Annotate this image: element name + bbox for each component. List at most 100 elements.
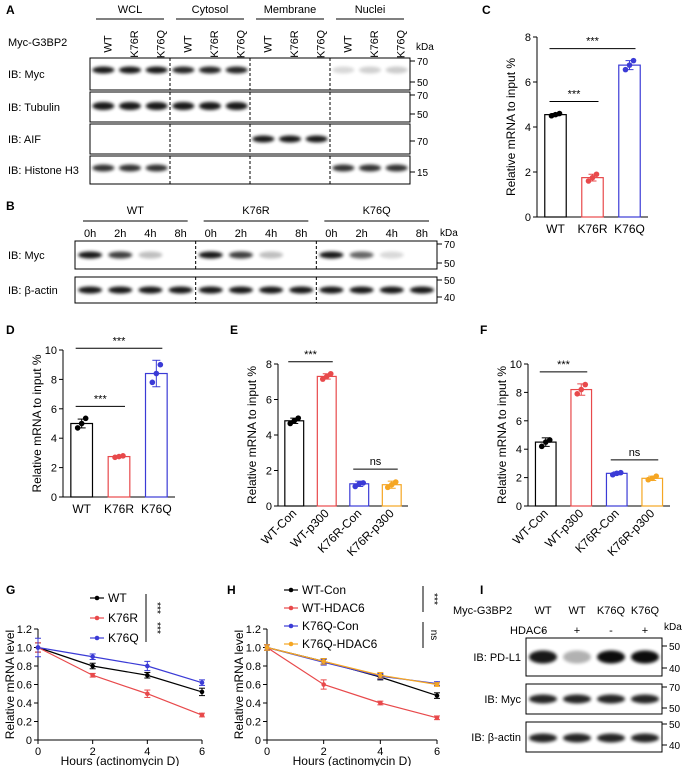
x-axis-label: Hours (actinomycin D) [61, 754, 180, 766]
significance-label: *** [113, 335, 127, 347]
data-point [157, 361, 164, 368]
row-header: Myc-G3BP2 [453, 605, 512, 617]
band [597, 733, 625, 743]
y-tick-label: 0.4 [17, 698, 32, 710]
legend-entry: WT-Con [302, 583, 346, 597]
band [289, 286, 314, 294]
data-point [384, 484, 391, 491]
significance-label: ns [370, 456, 382, 468]
legend-marker [94, 615, 100, 621]
band [108, 251, 133, 259]
data-point [149, 379, 156, 386]
band [631, 650, 659, 664]
data-point [199, 689, 205, 695]
data-point [321, 659, 326, 664]
band [172, 102, 195, 110]
lane-label: WT [182, 35, 194, 52]
band [78, 286, 103, 294]
data-point [378, 700, 383, 706]
band [145, 66, 168, 74]
time-label: 0h [84, 228, 96, 240]
chart-label: F [480, 323, 487, 337]
data-point [199, 712, 205, 718]
time-label: 2h [114, 228, 126, 240]
time-label: 8h [174, 228, 186, 240]
data-point [352, 483, 359, 490]
lane-label: K76Q [396, 29, 408, 58]
data-point [585, 178, 592, 184]
blot-label: IB: AIF [8, 134, 41, 146]
category-label: K76Q [614, 222, 645, 236]
blot-0: IB: PD-L1 50 40 [473, 637, 681, 677]
panel-a: A WCL WT K76R K76Q Cytosol WT K76R K76Q Membrane W… [6, 3, 434, 185]
band [228, 251, 253, 259]
marker-label: 50 [669, 642, 681, 653]
band [332, 66, 355, 74]
marker-label: 40 [669, 664, 681, 675]
blot-2: IB: β-actin 50 40 [471, 720, 681, 753]
legend-entry: WT-HDAC6 [302, 601, 365, 615]
time-label: 0h [325, 228, 337, 240]
data-point [434, 715, 440, 721]
time-label: 2h [235, 228, 247, 240]
lane-label: K76R [369, 30, 381, 58]
data-point [120, 453, 126, 459]
significance-label: *** [557, 359, 571, 371]
blot-label: IB: Myc [8, 69, 45, 81]
time-label: 0h [205, 228, 217, 240]
y-tick-label: 1.2 [246, 624, 261, 636]
time-label: 4h [265, 228, 277, 240]
legend-marker [288, 641, 294, 647]
band [279, 135, 301, 143]
significance-label: *** [428, 593, 439, 605]
lane-label: WT [262, 35, 274, 52]
significance-label: *** [304, 349, 318, 361]
y-tick-label: 0 [516, 501, 522, 513]
panel-a-label: A [6, 3, 15, 17]
band [529, 694, 557, 704]
data-point [78, 420, 85, 427]
y-axis-label: Relative mRNA level [3, 630, 17, 739]
group-label: WT [127, 205, 144, 217]
y-tick-label: 2 [516, 473, 522, 485]
band [225, 66, 248, 74]
data-point [321, 682, 326, 687]
y-axis-label: Relative mRNA to input % [495, 366, 509, 504]
x-tick-label: 4 [377, 746, 383, 758]
blot-label: IB: Myc [484, 694, 521, 706]
band [199, 102, 221, 110]
blot-label: IB: Histone H3 [8, 165, 79, 177]
data-point [653, 473, 660, 479]
legend-marker [94, 635, 100, 641]
y-tick-label: 8 [525, 32, 531, 44]
legend-marker [288, 605, 294, 611]
y-tick-label: 6 [525, 77, 531, 89]
chart-label: C [482, 3, 491, 17]
hdac6-label: + [642, 625, 648, 637]
x-axis-label: Hours (actinomycin D) [293, 754, 412, 766]
y-tick-label: 2 [51, 463, 57, 475]
x-tick-label: 6 [199, 746, 205, 758]
data-point [74, 425, 81, 431]
blot-1: IB: β-actin 50 40 [8, 276, 456, 304]
y-axis-label: Relative mRNA to input % [245, 366, 259, 504]
legend-marker [288, 623, 294, 629]
y-tick-label: 6 [516, 416, 522, 428]
y-tick-label: 4 [525, 122, 531, 134]
y-tick-label: 1.0 [246, 643, 261, 655]
y-tick-label: 4 [516, 444, 522, 456]
y-tick-label: 4 [51, 433, 57, 445]
y-axis-label: Relative mRNA to input % [504, 58, 518, 196]
lane-label: K76R [129, 30, 141, 58]
data-point [90, 654, 95, 660]
y-tick-label: 8 [51, 374, 57, 386]
band [172, 66, 195, 74]
bar [70, 422, 94, 498]
y-tick-label: 0.8 [17, 661, 32, 673]
marker-label: 50 [417, 78, 429, 89]
series-line [266, 646, 438, 686]
data-point [434, 693, 440, 698]
